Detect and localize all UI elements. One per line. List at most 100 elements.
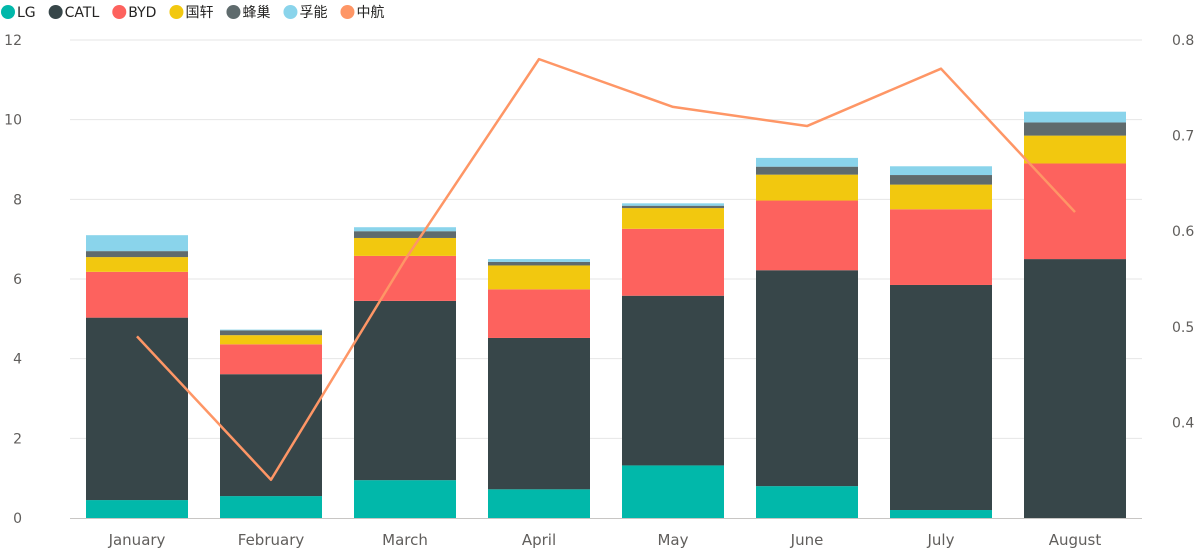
x-tick-label: April — [522, 531, 556, 549]
bar-series — [86, 111, 1126, 518]
bar-segment-BYD[interactable] — [756, 200, 858, 271]
legend-marker — [226, 5, 241, 19]
y-tick-label: 10 — [4, 113, 22, 129]
legend-label: BYD — [128, 5, 156, 21]
bar-segment-国轩[interactable] — [488, 265, 590, 290]
bar-segment-孚能[interactable] — [86, 235, 188, 252]
legend-marker — [1, 5, 15, 19]
line-series — [136, 57, 1076, 482]
bar-stack-june[interactable] — [756, 157, 858, 518]
bar-segment-BYD[interactable] — [220, 344, 322, 375]
bar-segment-孚能[interactable] — [1024, 111, 1126, 123]
x-tick-label: January — [108, 531, 166, 549]
bar-segment-蜂巢[interactable] — [756, 166, 858, 175]
bar-segment-LG[interactable] — [354, 480, 456, 518]
bar-segment-国轩[interactable] — [354, 237, 456, 256]
legend-item[interactable]: 国轩 — [169, 5, 213, 21]
legend-item[interactable]: CATL — [48, 5, 100, 21]
x-tick-label: March — [382, 531, 428, 549]
x-axis: January February March April May June July Augu… — [70, 518, 1142, 549]
x-tick-label: June — [790, 531, 824, 549]
bar-segment-蜂巢[interactable] — [354, 231, 456, 238]
bar-stack-march[interactable] — [354, 227, 456, 518]
bar-segment-LG[interactable] — [220, 496, 322, 518]
bar-stack-july[interactable] — [890, 166, 992, 518]
bar-segment-蜂巢[interactable] — [488, 261, 590, 266]
bar-segment-蜂巢[interactable] — [622, 205, 724, 209]
bar-segment-孚能[interactable] — [220, 329, 322, 331]
legend-marker — [48, 5, 63, 19]
legend-marker — [340, 5, 355, 19]
bar-stack-april[interactable] — [488, 259, 590, 518]
bar-segment-CATL[interactable] — [220, 374, 322, 497]
legend-item[interactable]: 蜂巢 — [226, 5, 270, 21]
bar-segment-LG[interactable] — [622, 465, 724, 518]
y2-tick-label: 0.6 — [1172, 224, 1194, 240]
legend-marker — [169, 5, 184, 19]
bar-segment-CATL[interactable] — [622, 295, 724, 466]
bar-segment-CATL[interactable] — [1024, 259, 1126, 518]
bar-segment-CATL[interactable] — [86, 317, 188, 501]
bar-segment-LG[interactable] — [86, 500, 188, 518]
bar-stack-may[interactable] — [622, 203, 724, 518]
bar-segment-蜂巢[interactable] — [890, 175, 992, 185]
bar-segment-孚能[interactable] — [354, 227, 456, 232]
legend-item[interactable]: LG — [1, 5, 36, 21]
bar-segment-蜂巢[interactable] — [1024, 122, 1126, 136]
bar-stack-february[interactable] — [220, 329, 322, 518]
x-tick-label: February — [238, 531, 305, 549]
legend-item[interactable]: 中航 — [340, 5, 384, 21]
y-axis-right: 0.4 0.5 0.6 0.7 0.8 — [1172, 33, 1194, 431]
y-tick-label: 6 — [13, 272, 22, 288]
bar-segment-BYD[interactable] — [890, 209, 992, 285]
y-tick-label: 4 — [13, 352, 22, 368]
y-tick-label: 0 — [13, 511, 22, 527]
bar-segment-孚能[interactable] — [622, 203, 724, 206]
legend-label: 孚能 — [299, 5, 327, 21]
y-tick-label: 12 — [4, 33, 22, 49]
bar-segment-CATL[interactable] — [488, 337, 590, 490]
bar-segment-蜂巢[interactable] — [86, 251, 188, 258]
legend-label: 中航 — [356, 5, 384, 21]
y-tick-label: 8 — [13, 192, 22, 208]
y-tick-label: 2 — [13, 431, 22, 447]
legend: LG CATL BYD 国轩 蜂巢 孚能 中航 — [1, 5, 384, 21]
x-tick-label: August — [1049, 531, 1102, 549]
bar-segment-BYD[interactable] — [354, 255, 456, 301]
legend-label: CATL — [65, 5, 100, 21]
y2-tick-label: 0.4 — [1172, 415, 1194, 431]
legend-item[interactable]: BYD — [112, 5, 156, 21]
bar-segment-国轩[interactable] — [622, 208, 724, 229]
bar-segment-LG[interactable] — [488, 489, 590, 518]
x-tick-label: July — [927, 531, 955, 549]
legend-label: 蜂巢 — [242, 5, 270, 21]
bar-segment-孚能[interactable] — [488, 259, 590, 262]
bar-segment-CATL[interactable] — [890, 284, 992, 511]
bar-segment-LG[interactable] — [756, 486, 858, 518]
bar-segment-孚能[interactable] — [756, 157, 858, 167]
y2-tick-label: 0.8 — [1172, 33, 1194, 49]
legend-label: 国轩 — [185, 5, 213, 21]
bar-segment-LG[interactable] — [890, 510, 992, 518]
legend-marker — [283, 5, 298, 19]
bar-segment-国轩[interactable] — [890, 184, 992, 210]
bar-segment-国轩[interactable] — [756, 174, 858, 201]
bar-segment-蜂巢[interactable] — [220, 330, 322, 336]
bar-segment-BYD[interactable] — [86, 271, 188, 318]
bar-segment-孚能[interactable] — [890, 166, 992, 176]
line-中航[interactable] — [136, 57, 1076, 482]
legend-label: LG — [17, 5, 36, 21]
bar-segment-国轩[interactable] — [1024, 135, 1126, 164]
bar-segment-国轩[interactable] — [86, 257, 188, 272]
bar-segment-BYD[interactable] — [488, 289, 590, 338]
legend-item[interactable]: 孚能 — [283, 5, 327, 21]
x-tick-label: May — [657, 531, 688, 549]
bar-segment-国轩[interactable] — [220, 335, 322, 345]
bar-segment-CATL[interactable] — [354, 300, 456, 481]
bar-segment-CATL[interactable] — [756, 270, 858, 487]
bar-segment-BYD[interactable] — [622, 228, 724, 296]
y-axis-left: 0 2 4 6 8 10 12 — [4, 33, 22, 527]
y2-tick-label: 0.5 — [1172, 320, 1194, 336]
bar-stack-january[interactable] — [86, 235, 188, 518]
